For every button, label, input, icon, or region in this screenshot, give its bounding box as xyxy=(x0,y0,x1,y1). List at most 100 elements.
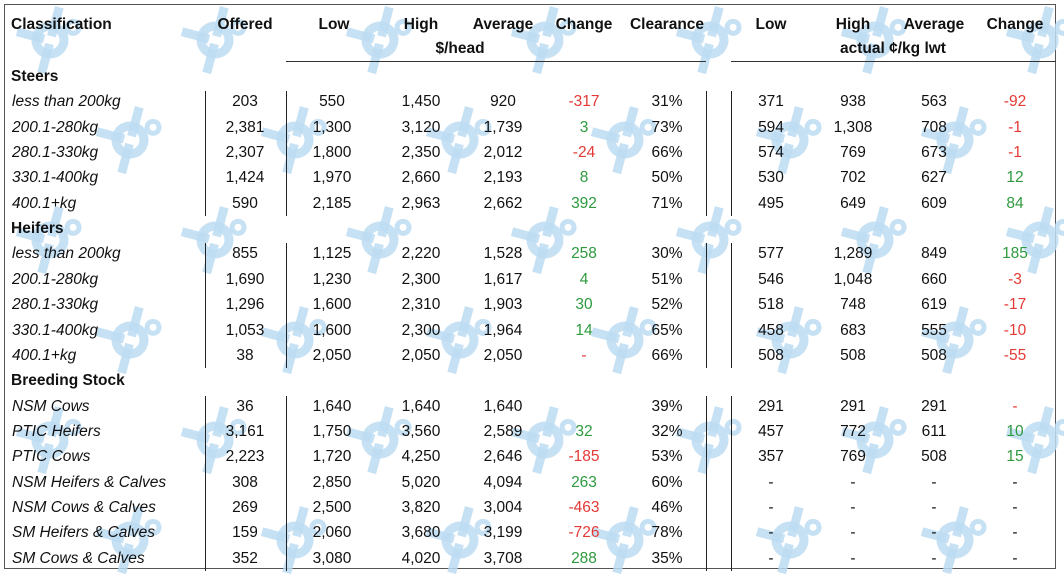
header-unit-head: $/head xyxy=(435,40,485,57)
cell-clearance: 66% xyxy=(651,346,683,364)
row-label: NSM Cows & Calves xyxy=(12,498,156,516)
cell-average: 920 xyxy=(490,93,516,111)
cell-high: 2,963 xyxy=(401,194,441,212)
cell-low: 1,600 xyxy=(312,296,352,314)
cell-average-kg: 291 xyxy=(921,397,947,415)
cell-average-kg: - xyxy=(931,524,937,542)
cell-clearance: 52% xyxy=(651,296,683,314)
cell-change: 32 xyxy=(575,422,593,440)
cell-low: 550 xyxy=(319,93,345,111)
row-label: less than 200kg xyxy=(12,245,121,263)
section-title: Steers xyxy=(11,68,59,85)
cell-average: 1,739 xyxy=(483,118,523,136)
cell-low: 2,185 xyxy=(312,194,352,212)
cell-average: 3,199 xyxy=(483,524,523,542)
cell-high-kg: - xyxy=(850,549,856,567)
section-title: Heifers xyxy=(11,220,64,238)
cell-clearance: 73% xyxy=(651,118,683,136)
cell-clearance: 39% xyxy=(651,397,683,415)
cell-average-kg: - xyxy=(931,549,937,567)
cell-change-kg: - xyxy=(1012,397,1018,415)
header-average: Average xyxy=(472,16,534,33)
cell-low-kg: 357 xyxy=(758,448,784,466)
cell-low-kg: - xyxy=(768,473,774,491)
cell-change-kg: - xyxy=(1012,473,1018,491)
cell-high: 2,220 xyxy=(401,245,441,263)
cell-high-kg: 291 xyxy=(840,397,866,415)
cell-low: 3,080 xyxy=(312,549,352,567)
cell-offered: 1,296 xyxy=(225,296,265,314)
cell-offered: 159 xyxy=(232,524,258,542)
cell-high-kg: 1,308 xyxy=(833,118,873,136)
cell-offered: 855 xyxy=(232,245,258,263)
cell-change-kg: 15 xyxy=(1006,448,1024,466)
cell-low-kg: 518 xyxy=(758,296,784,314)
cell-offered: 2,307 xyxy=(225,144,265,162)
cell-change: 14 xyxy=(575,321,593,339)
cell-clearance: 46% xyxy=(651,498,683,516)
cell-offered: 1,690 xyxy=(225,270,265,288)
cell-average-kg: 555 xyxy=(921,321,947,339)
cell-average-kg: 563 xyxy=(921,93,947,111)
cell-low: 2,850 xyxy=(312,473,352,491)
column-divider xyxy=(205,91,206,217)
cell-high-kg: 683 xyxy=(840,321,866,339)
column-divider xyxy=(731,395,732,571)
cell-offered: 1,053 xyxy=(225,321,265,339)
row-label: 200.1-280kg xyxy=(12,118,99,136)
cell-change: 4 xyxy=(579,270,589,288)
row-label: NSM Heifers & Calves xyxy=(12,473,167,491)
column-divider xyxy=(706,395,707,571)
column-divider xyxy=(731,91,732,217)
cell-low: 1,600 xyxy=(312,321,352,339)
cell-high: 3,820 xyxy=(401,498,441,516)
cell-clearance: 35% xyxy=(651,549,683,567)
column-divider xyxy=(205,395,206,571)
cell-offered: 269 xyxy=(232,498,258,516)
cell-low-kg: 577 xyxy=(758,245,784,263)
cell-offered: 2,381 xyxy=(225,118,265,136)
cell-average-kg: 673 xyxy=(921,144,947,162)
cell-low-kg: 508 xyxy=(758,346,784,364)
cell-offered: 3,161 xyxy=(225,422,265,440)
cell-change: -726 xyxy=(568,524,600,542)
cell-high: 2,050 xyxy=(401,346,441,364)
row-label: 400.1+kg xyxy=(12,346,77,364)
cell-low-kg: 458 xyxy=(758,321,784,339)
cell-average: 2,589 xyxy=(483,422,523,440)
row-label: 280.1-330kg xyxy=(12,144,99,162)
cell-average: 1,903 xyxy=(483,296,523,314)
cell-low-kg: - xyxy=(768,498,774,516)
cell-change-kg: -92 xyxy=(1003,93,1027,111)
cell-clearance: 78% xyxy=(651,524,683,542)
header-offered: Offered xyxy=(217,16,273,33)
cell-low-kg: 546 xyxy=(758,270,784,288)
cell-change-kg: -1 xyxy=(1008,144,1022,162)
cell-change-kg: -10 xyxy=(1003,321,1027,339)
cell-low-kg: 495 xyxy=(758,194,784,212)
cell-average: 2,662 xyxy=(483,194,523,212)
cell-average-kg: - xyxy=(931,498,937,516)
cell-average-kg: 627 xyxy=(921,169,947,187)
cell-change-kg: 10 xyxy=(1006,422,1024,440)
cell-clearance: 71% xyxy=(651,194,683,212)
column-divider xyxy=(286,91,287,217)
header-rule-head xyxy=(286,61,706,62)
section-title: Breeding Stock xyxy=(11,372,125,390)
cell-average: 2,050 xyxy=(483,346,523,364)
cell-change: -317 xyxy=(568,93,600,111)
cell-clearance: 32% xyxy=(651,422,683,440)
cell-high-kg: 772 xyxy=(840,422,866,440)
cell-average-kg: 619 xyxy=(921,296,947,314)
row-label: 330.1-400kg xyxy=(12,321,99,339)
cell-high-kg: 769 xyxy=(840,448,866,466)
cell-high-kg: - xyxy=(850,498,856,516)
cell-high-kg: 1,048 xyxy=(833,270,873,288)
cell-low: 1,800 xyxy=(312,144,352,162)
cell-change-kg: -55 xyxy=(1003,346,1027,364)
cell-high: 1,640 xyxy=(401,397,441,415)
cell-high-kg: 702 xyxy=(840,169,866,187)
cell-low: 1,970 xyxy=(312,169,352,187)
cell-high: 2,310 xyxy=(401,296,441,314)
cell-average: 2,012 xyxy=(483,144,523,162)
